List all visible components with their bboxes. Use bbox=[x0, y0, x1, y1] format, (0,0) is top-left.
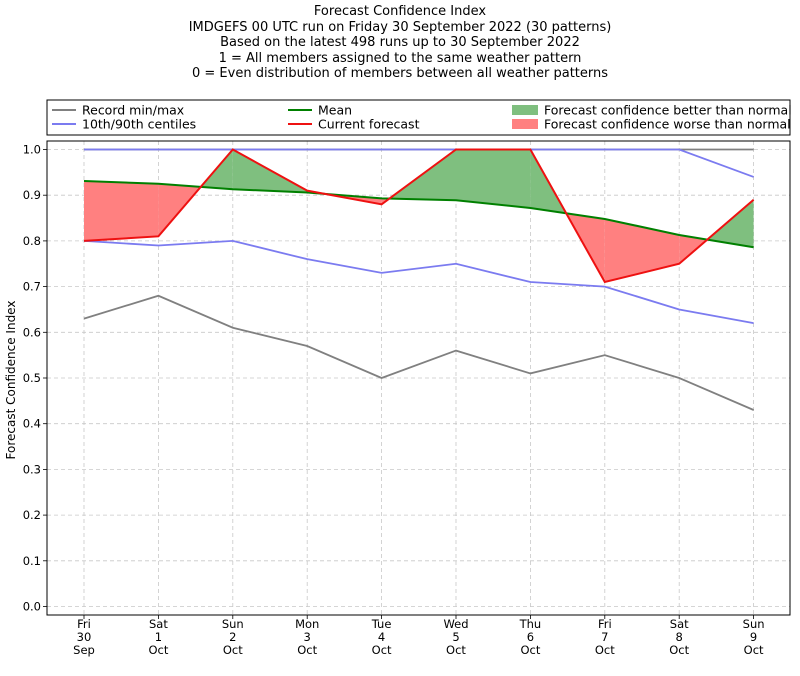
x-tick-label-line: Oct bbox=[446, 643, 466, 657]
y-tick-label: 0.7 bbox=[23, 280, 41, 294]
legend-frame bbox=[46, 99, 791, 136]
centile-10th-line bbox=[83, 239, 754, 325]
x-tick-label-line: Oct bbox=[669, 643, 689, 657]
chart-subtitle-basis: Based on the latest 498 runs up to 30 Se… bbox=[220, 35, 580, 51]
x-tick-label-line: 9 bbox=[750, 630, 757, 644]
x-tick-label-line: Oct bbox=[520, 643, 540, 657]
chart-subtitle-min-meaning: 0 = Even distribution of members between… bbox=[191, 66, 609, 82]
x-tick-label: Mon 3 Oct bbox=[295, 617, 319, 657]
legend-10th-90th-centiles-label: 10th/90th centiles bbox=[82, 117, 196, 132]
worse-than-normal-area bbox=[604, 218, 680, 283]
x-tick-label-line: 3 bbox=[304, 630, 311, 644]
x-tick-label: Sun 9 Oct bbox=[743, 617, 765, 657]
y-tick-label: 0.1 bbox=[23, 554, 41, 568]
record-min-line bbox=[83, 294, 754, 411]
x-tick-label-line: 5 bbox=[452, 630, 459, 644]
mean-line bbox=[83, 180, 754, 249]
x-tick-label-line: Wed bbox=[443, 617, 468, 631]
y-tick-label: 1.0 bbox=[23, 143, 41, 157]
y-axis-ticks: 0.0 0.1 0.2 0.3 0.4 0.5 0.6 0.7 0.8 0.9 1.0 bbox=[23, 143, 47, 614]
x-tick-label-line: Oct bbox=[148, 643, 168, 657]
chart-subtitle-run: IMDGEFS 00 UTC run on Friday 30 Septembe… bbox=[188, 19, 612, 35]
x-tick-label-line: Oct bbox=[744, 643, 764, 657]
legend-forecast-confidence-worse-than-normal-swatch bbox=[512, 119, 538, 129]
worse-than-normal-area bbox=[84, 181, 159, 241]
confidence-fills bbox=[84, 149, 754, 283]
x-tick-label-line: 30 bbox=[77, 630, 92, 644]
y-tick-label: 0.8 bbox=[23, 234, 41, 248]
y-tick-label: 0.3 bbox=[23, 462, 41, 476]
chart-title: Forecast Confidence Index bbox=[313, 4, 487, 19]
legend-current-forecast-label: Current forecast bbox=[318, 117, 420, 132]
x-tick-label-line: Mon bbox=[295, 617, 319, 631]
y-tick-label: 0.2 bbox=[23, 508, 41, 522]
better-than-normal-area bbox=[456, 149, 531, 208]
x-tick-label-line: 1 bbox=[155, 630, 162, 644]
x-tick-label-line: Oct bbox=[297, 643, 317, 657]
x-tick-label-line: Sun bbox=[743, 617, 765, 631]
x-tick-label-line: 4 bbox=[378, 630, 385, 644]
y-tick-label: 0.5 bbox=[23, 371, 41, 385]
x-tick-label: Sat 8 Oct bbox=[669, 617, 689, 657]
x-tick-label-line: Fri bbox=[77, 617, 91, 631]
x-tick-label-line: Sat bbox=[670, 617, 689, 631]
x-tick-label: Sat 1 Oct bbox=[148, 617, 168, 657]
legend-mean-label: Mean bbox=[318, 103, 352, 118]
legend-forecast-confidence-better-than-normal-label: Forecast confidence better than normal bbox=[544, 103, 792, 118]
series-lines bbox=[83, 148, 755, 411]
x-tick-label-line: Thu bbox=[519, 617, 542, 631]
legend-forecast-confidence-worse-than-normal-label: Forecast confidence worse than normal bbox=[544, 117, 791, 132]
x-tick-label: Fri 30 Sep bbox=[73, 617, 95, 657]
chart-title-block: Forecast Confidence Index IMDGEFS 00 UTC… bbox=[0, 4, 800, 82]
x-tick-label-line: 8 bbox=[676, 630, 683, 644]
chart-subtitle-max-meaning: 1 = All members assigned to the same wea… bbox=[218, 50, 582, 66]
x-tick-label: Wed 5 Oct bbox=[443, 617, 468, 657]
x-tick-label-line: 6 bbox=[527, 630, 534, 644]
y-tick-label: 0.0 bbox=[23, 600, 41, 614]
y-axis-label: Forecast Confidence Index bbox=[4, 301, 18, 460]
y-tick-label: 0.4 bbox=[23, 417, 41, 431]
x-tick-label-line: Fri bbox=[598, 617, 612, 631]
x-tick-label-line: Oct bbox=[223, 643, 243, 657]
better-than-normal-area bbox=[707, 199, 754, 248]
x-tick-label: Sun 2 Oct bbox=[222, 617, 244, 657]
x-tick-label-line: Oct bbox=[595, 643, 615, 657]
x-tick-label-line: Sat bbox=[149, 617, 168, 631]
centile-90th-line bbox=[84, 148, 754, 178]
y-tick-label: 0.9 bbox=[23, 188, 41, 202]
x-tick-label-line: Sep bbox=[73, 643, 95, 657]
legend-forecast-confidence-better-than-normal-swatch bbox=[512, 105, 538, 115]
x-tick-label: Thu 6 Oct bbox=[519, 617, 542, 657]
y-tick-label: 0.6 bbox=[23, 325, 41, 339]
current-forecast-line bbox=[83, 148, 755, 284]
x-tick-label-line: Oct bbox=[372, 643, 392, 657]
x-tick-label-line: 7 bbox=[601, 630, 608, 644]
x-tick-label: Fri 7 Oct bbox=[595, 617, 615, 657]
x-tick-label-line: 2 bbox=[229, 630, 236, 644]
legend-record-min-max-label: Record min/max bbox=[82, 103, 184, 118]
x-tick-label-line: Sun bbox=[222, 617, 244, 631]
x-tick-label: Tue 4 Oct bbox=[371, 617, 392, 657]
x-tick-label-line: Tue bbox=[371, 617, 392, 631]
